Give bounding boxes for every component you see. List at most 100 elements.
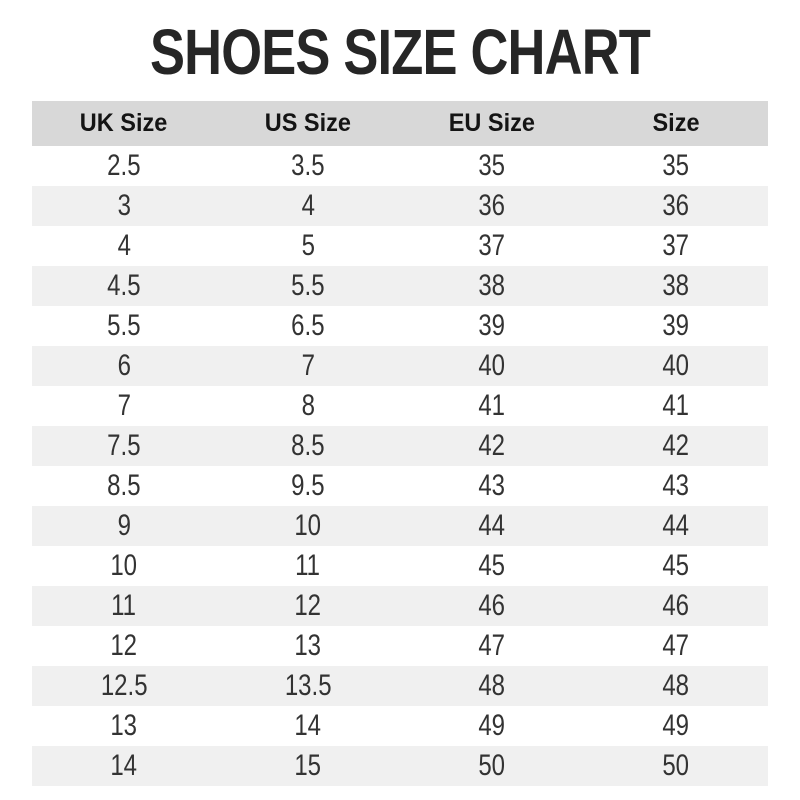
column-header-label: UK Size: [80, 108, 168, 137]
table-row: 13 14 49 49: [32, 705, 768, 746]
size-cell: 10: [32, 546, 216, 586]
table-row: 3 4 36 36: [32, 185, 768, 226]
size-cell: 46: [584, 586, 768, 626]
size-cell-value: 44: [478, 508, 506, 542]
size-cell: 47: [584, 626, 768, 666]
size-cell-value: 48: [478, 668, 506, 702]
size-cell-value: 43: [662, 468, 690, 502]
size-cell: 12: [216, 586, 400, 626]
size-cell: 42: [400, 426, 584, 466]
table-row: 9 10 44 44: [32, 505, 768, 546]
size-cell: 41: [400, 386, 584, 426]
shoe-size-table: UK Size US Size EU Size Size 2.5 3.5 35 35 3 4 36…: [32, 100, 768, 786]
table-row: 10 11 45 45: [32, 545, 768, 586]
size-cell: 45: [584, 546, 768, 586]
size-cell: 8: [216, 386, 400, 426]
size-cell-value: 41: [662, 388, 690, 422]
size-cell-value: 39: [662, 308, 690, 342]
size-cell-value: 35: [478, 148, 506, 182]
size-cell: 37: [584, 226, 768, 266]
column-header-label: EU Size: [448, 108, 536, 137]
size-cell: 4: [216, 186, 400, 226]
size-cell-value: 7.5: [107, 428, 141, 462]
size-cell-value: 14: [294, 708, 322, 742]
size-cell-value: 47: [662, 628, 690, 662]
size-cell-value: 4: [117, 228, 131, 262]
page-title: SHOES SIZE CHART: [149, 16, 651, 88]
size-cell-value: 36: [662, 188, 690, 222]
size-cell: 44: [584, 506, 768, 546]
size-cell: 10: [216, 506, 400, 546]
size-cell-value: 6: [117, 348, 131, 382]
size-cell: 48: [400, 666, 584, 706]
size-cell-value: 4.5: [107, 268, 141, 302]
size-cell: 9: [32, 506, 216, 546]
size-cell-value: 13.5: [284, 668, 332, 702]
size-cell: 50: [584, 746, 768, 786]
size-cell: 38: [400, 266, 584, 306]
size-cell: 36: [400, 186, 584, 226]
size-cell-value: 14: [110, 748, 138, 782]
size-cell-value: 3: [117, 188, 131, 222]
size-cell-value: 11: [295, 548, 321, 582]
size-cell: 6.5: [216, 306, 400, 346]
column-header-us-size: US Size: [216, 101, 400, 146]
size-cell: 11: [32, 586, 216, 626]
size-cell-value: 50: [662, 748, 690, 782]
table-row: 7.5 8.5 42 42: [32, 425, 768, 466]
table-row: 8.5 9.5 43 43: [32, 465, 768, 506]
size-cell: 11: [216, 546, 400, 586]
column-header-uk-size: UK Size: [32, 101, 216, 146]
size-cell: 41: [584, 386, 768, 426]
table-row: 4.5 5.5 38 38: [32, 265, 768, 306]
size-cell-value: 5.5: [291, 268, 325, 302]
size-cell: 42: [584, 426, 768, 466]
size-cell: 8.5: [32, 466, 216, 506]
size-cell-value: 13: [110, 708, 138, 742]
size-cell-value: 45: [478, 548, 506, 582]
size-cell: 12.5: [32, 666, 216, 706]
size-cell-value: 3.5: [291, 148, 325, 182]
table-body: 2.5 3.5 35 35 3 4 36 36 4 5 37 37 4.5 5.5 38 38 5.5 6.5 39…: [32, 145, 768, 786]
table-header-row: UK Size US Size EU Size Size: [32, 100, 768, 146]
size-cell: 36: [584, 186, 768, 226]
size-cell: 40: [584, 346, 768, 386]
size-cell-value: 45: [662, 548, 690, 582]
column-header-label: Size: [652, 108, 700, 137]
size-cell: 14: [216, 706, 400, 746]
size-cell-value: 42: [478, 428, 506, 462]
size-cell-value: 15: [294, 748, 322, 782]
size-cell: 13.5: [216, 666, 400, 706]
size-cell-value: 12: [110, 628, 138, 662]
size-cell-value: 8: [301, 388, 315, 422]
size-cell: 13: [32, 706, 216, 746]
size-cell: 7: [216, 346, 400, 386]
table-row: 7 8 41 41: [32, 385, 768, 426]
size-cell-value: 42: [662, 428, 690, 462]
size-cell: 14: [32, 746, 216, 786]
size-cell: 7.5: [32, 426, 216, 466]
size-cell: 40: [400, 346, 584, 386]
size-cell-value: 46: [662, 588, 690, 622]
size-cell-value: 37: [662, 228, 690, 262]
size-cell-value: 44: [662, 508, 690, 542]
size-cell-value: 8.5: [291, 428, 325, 462]
size-cell: 49: [584, 706, 768, 746]
size-cell-value: 8.5: [107, 468, 141, 502]
size-cell: 7: [32, 386, 216, 426]
size-cell: 4: [32, 226, 216, 266]
size-cell-value: 39: [478, 308, 506, 342]
size-cell-value: 50: [478, 748, 506, 782]
size-cell: 35: [584, 146, 768, 186]
size-cell: 8.5: [216, 426, 400, 466]
size-cell: 6: [32, 346, 216, 386]
size-cell: 46: [400, 586, 584, 626]
size-cell: 4.5: [32, 266, 216, 306]
size-cell: 45: [400, 546, 584, 586]
size-cell-value: 38: [662, 268, 690, 302]
column-header-size: Size: [584, 101, 768, 146]
size-cell-value: 36: [478, 188, 506, 222]
size-cell: 5.5: [32, 306, 216, 346]
size-cell-value: 10: [294, 508, 322, 542]
size-cell: 9.5: [216, 466, 400, 506]
